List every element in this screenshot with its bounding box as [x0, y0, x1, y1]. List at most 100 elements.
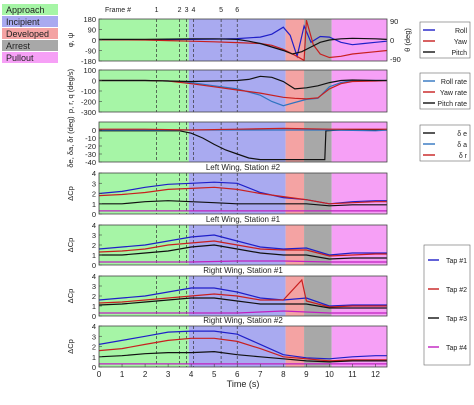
series-line-yaw-rate	[99, 79, 387, 100]
x-tick-label: 10	[325, 370, 334, 379]
y-tick-label: 4	[92, 169, 96, 178]
phase-legend-swatch	[2, 52, 58, 63]
y-tick-label: 100	[83, 66, 96, 75]
y-axis-label: δe, δa, δr (deg)	[66, 116, 75, 168]
legend-panel-2: Roll rate Yaw rate Pitch rate	[419, 72, 471, 110]
y-tick-label: 0	[92, 312, 96, 321]
y-tick-label: -90	[85, 47, 96, 56]
phase-band-arrest	[304, 122, 332, 162]
series-line-roll-rate	[99, 79, 387, 107]
series-line-tap-2	[99, 337, 387, 362]
phase-band-approach	[99, 70, 189, 112]
panel-title: Left Wing, Station #1	[206, 215, 281, 224]
series-group	[99, 278, 387, 314]
series-line-pitch-rate	[99, 75, 387, 90]
y-tick-label: -200	[81, 98, 96, 107]
legend-label: δ a	[457, 142, 467, 149]
frame-heading: Frame #	[105, 7, 131, 14]
panel-3: -40-30-20-100 δe, δa, δr (deg)	[66, 116, 388, 168]
x-tick-label: 2	[143, 370, 148, 379]
y-tick-label: 1	[92, 353, 96, 362]
frame-label: 6	[235, 7, 239, 14]
phase-band-pullout	[331, 70, 387, 112]
x-tick-label: 3	[166, 370, 171, 379]
series-line-tap-1	[99, 330, 387, 360]
phase-band-pullout	[331, 276, 387, 316]
series-group	[99, 75, 387, 107]
frame-label: 4	[192, 7, 196, 14]
panel-title: Right Wing, Station #2	[203, 316, 283, 325]
phase-band-arrest	[304, 276, 332, 316]
series-line-tap-2	[99, 186, 387, 205]
y-axis-label: φ, ψ	[66, 33, 75, 47]
phase-legend-swatch	[2, 4, 58, 15]
y-axis-label: ΔCp	[66, 339, 75, 354]
x-tick-label: 12	[371, 370, 380, 379]
series-group	[99, 234, 387, 263]
y2-tick-label: 0	[390, 36, 394, 45]
x-tick-label: 9	[304, 370, 309, 379]
series-line-tap-1	[99, 287, 387, 307]
tap-legend-box	[423, 244, 471, 366]
x-tick-label: 8	[281, 370, 286, 379]
series-line-tap-3	[99, 350, 387, 363]
frame-label: 2	[178, 7, 182, 14]
y-tick-label: -100	[81, 87, 96, 96]
x-tick-label: 6	[235, 370, 240, 379]
phase-band-pullout	[331, 19, 387, 61]
legend-label: Roll rate	[441, 79, 467, 86]
y-tick-label: -300	[81, 108, 96, 117]
axes-box	[98, 121, 388, 163]
phase-legend-swatch	[2, 40, 58, 51]
y-tick-label: 180	[83, 15, 96, 24]
series-line-tap-3	[99, 200, 387, 207]
series-line--a	[99, 129, 387, 132]
y-tick-label: 3	[92, 179, 96, 188]
y-tick-label: 1	[92, 302, 96, 311]
phase-legend-label: Developed	[6, 29, 49, 39]
phase-band-arrest	[304, 173, 332, 214]
y-tick-label: -30	[85, 150, 96, 159]
tap-legend-label: Tap #2	[446, 287, 467, 294]
y-tick-label: 0	[92, 36, 96, 45]
panel-title: Right Wing, Station #1	[203, 266, 283, 275]
y-tick-label: -180	[81, 57, 96, 66]
legend-panel-3: δ e δ a δ r	[419, 124, 471, 162]
y-axis-label: p, r, q (deg/s)	[66, 68, 75, 113]
y-axis-label: ΔCp	[66, 289, 75, 304]
series-line-pitch	[99, 37, 387, 55]
x-axis-label: Time (s)	[227, 379, 260, 389]
y-tick-label: -20	[85, 142, 96, 151]
y-tick-label: 0	[92, 363, 96, 372]
y-tick-label: 2	[92, 190, 96, 199]
series-line-tap-3	[99, 297, 387, 309]
series-line-tap-4	[99, 310, 387, 314]
y2-tick-label: 90	[390, 17, 398, 26]
y-tick-label: -10	[85, 134, 96, 143]
frame-label: 5	[219, 7, 223, 14]
y-tick-label: 1	[92, 200, 96, 209]
series-line-tap-2	[99, 278, 387, 308]
y2-axis-label: θ (deg)	[403, 28, 412, 52]
frame-markers: Frame # 1 2 3 4 5 6	[105, 7, 239, 14]
phase-band-developed	[285, 19, 305, 61]
phase-band-developed	[285, 225, 305, 265]
panel-4: 012 34 ΔCp Left Wing, Station #2	[66, 163, 388, 219]
y-axis-label: ΔCp	[66, 238, 75, 253]
y-tick-label: 3	[92, 231, 96, 240]
y-tick-label: 4	[92, 272, 96, 281]
legend-label: Pitch	[451, 50, 467, 57]
series-line-tap-3	[99, 244, 387, 260]
phase-band-approach	[99, 173, 189, 214]
tap-legend-label: Tap #3	[446, 316, 467, 323]
phase-band-developed	[285, 122, 305, 162]
phase-band-approach	[99, 122, 189, 162]
x-tick-label: 5	[212, 370, 217, 379]
y-axis-label: ΔCp	[66, 186, 75, 201]
legend-label: δ e	[457, 131, 467, 138]
series-group	[99, 330, 387, 365]
